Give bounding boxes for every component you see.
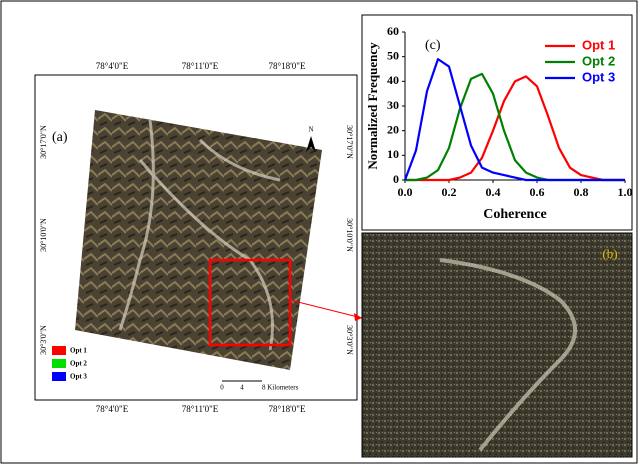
x-tick-label: 1.0	[618, 185, 633, 199]
lat-label: 30°3'0"N	[39, 325, 48, 355]
map-image	[75, 110, 322, 370]
x-axis-label: Coherence	[483, 207, 547, 222]
lat-label: 30°17'0"N	[345, 125, 354, 159]
north-label: N	[308, 126, 313, 134]
legend-swatch	[52, 346, 66, 355]
x-tick-label: 0.6	[530, 185, 545, 199]
scale-label: 8 Kilometers	[262, 384, 299, 392]
panel-label: (b)	[602, 246, 617, 261]
x-tick-label: 0.4	[486, 185, 501, 199]
lon-label: 78°18'0"E	[269, 61, 306, 71]
legend-label: Opt 2	[582, 53, 615, 68]
y-axis-label: Normalized Frequency	[365, 42, 380, 170]
legend-label: Opt 1	[70, 347, 87, 355]
legend-label: Opt 3	[70, 373, 87, 381]
lon-label: 78°4'0"E	[96, 61, 129, 71]
scale-label: 4	[240, 384, 244, 392]
legend-swatch	[52, 359, 66, 368]
y-tick-label: 10	[387, 147, 399, 161]
lon-label: 78°18'0"E	[269, 404, 306, 414]
panel-label: (c)	[425, 38, 441, 53]
lon-label: 78°4'0"E	[96, 404, 129, 414]
legend-swatch	[52, 372, 66, 381]
scale-label: 0	[220, 384, 224, 392]
figure: (a) N 78°4'0"E 78°11'0"E 78°18'0"E 78°4'0"E…	[0, 0, 638, 464]
lat-label: 30°3'0"N	[345, 325, 354, 355]
lat-label: 30°10'0"N	[345, 218, 354, 252]
y-tick-label: 50	[387, 48, 399, 62]
lon-label: 78°11'0"E	[182, 404, 219, 414]
y-tick-label: 60	[387, 24, 399, 38]
x-tick-label: 0.8	[574, 185, 589, 199]
lat-label: 30°10'0"N	[39, 218, 48, 252]
y-tick-label: 30	[387, 98, 399, 112]
legend-label: Opt 1	[582, 37, 615, 52]
x-tick-label: 0.0	[398, 185, 413, 199]
legend-label: Opt 2	[70, 360, 87, 368]
y-tick-label: 0	[393, 172, 399, 186]
lat-label: 30°17'0"N	[39, 125, 48, 159]
zoom-image	[362, 233, 632, 457]
y-tick-label: 40	[387, 73, 399, 87]
legend-label: Opt 3	[582, 69, 615, 84]
y-tick-label: 20	[387, 122, 399, 136]
x-tick-label: 0.2	[442, 185, 457, 199]
panel-label: (a)	[52, 130, 68, 145]
lon-label: 78°11'0"E	[182, 61, 219, 71]
arrow-head	[354, 313, 362, 321]
